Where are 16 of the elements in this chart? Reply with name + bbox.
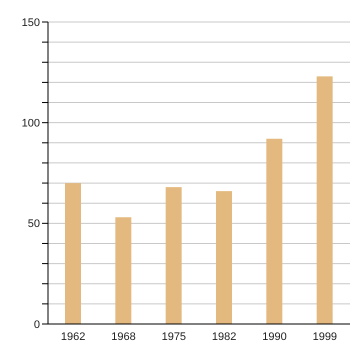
x-tick-label: 1962 [60, 330, 86, 343]
bar [316, 76, 333, 324]
x-tick-label: 1982 [212, 330, 236, 343]
bar [65, 183, 81, 324]
y-tick-label: 100 [22, 118, 40, 130]
bar [166, 187, 182, 324]
x-tick-label: 1990 [262, 330, 287, 343]
y-tick-label: 150 [22, 16, 40, 29]
bar [266, 138, 282, 324]
bar [115, 217, 132, 324]
y-tick-label: 50 [28, 218, 40, 230]
x-tick-label: 1968 [111, 330, 136, 343]
x-tick-label: 1999 [312, 330, 338, 343]
y-tick-label: 0 [34, 318, 40, 331]
bar [216, 191, 232, 324]
x-tick-label: 1975 [162, 330, 186, 343]
